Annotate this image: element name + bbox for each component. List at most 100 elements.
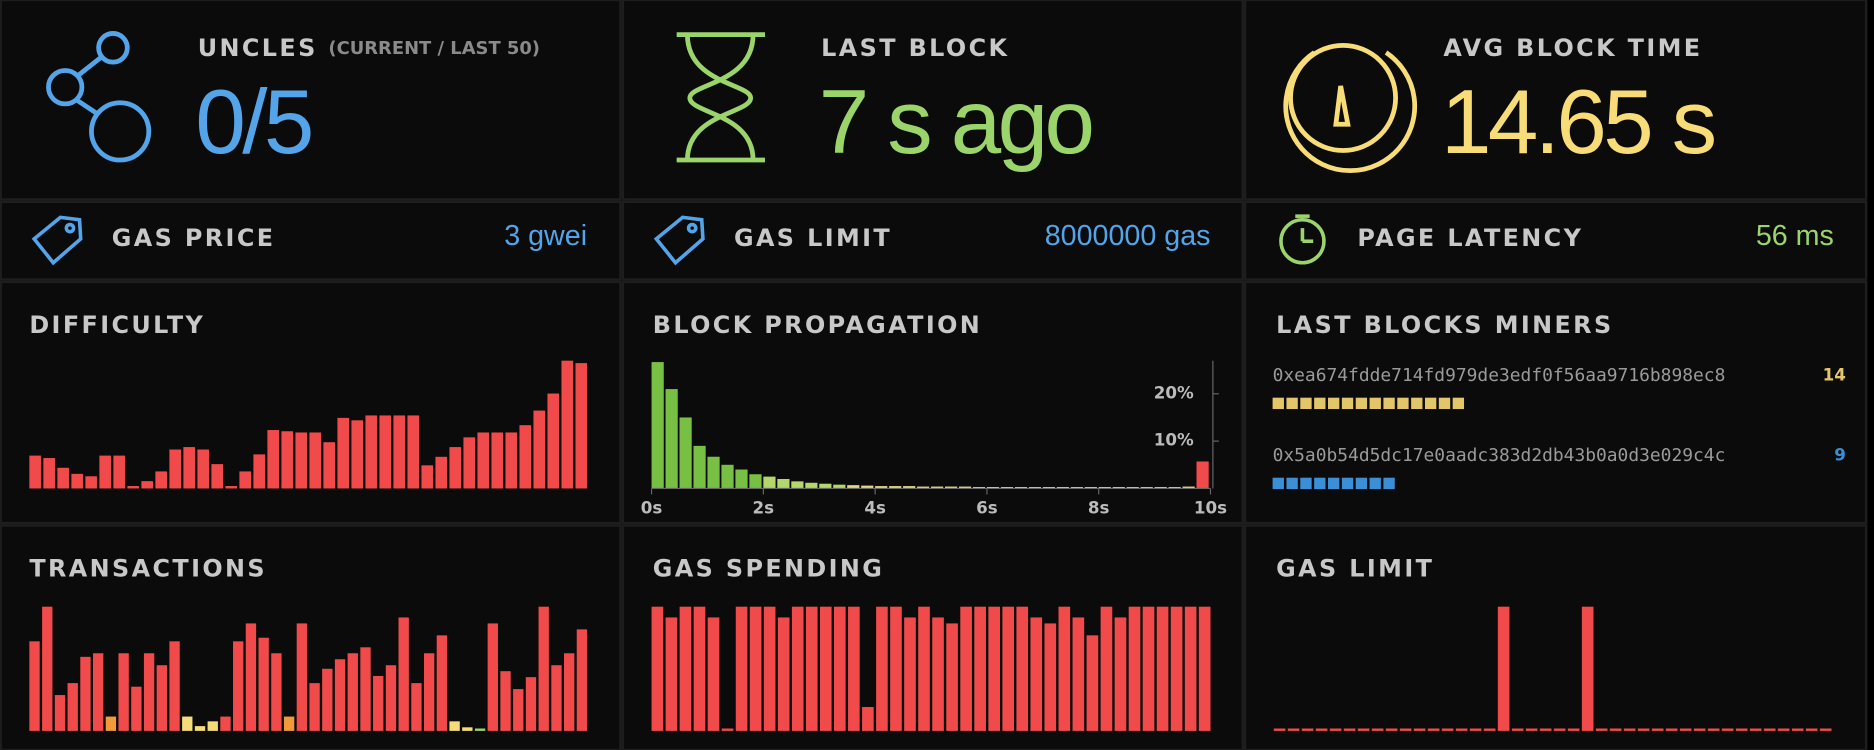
bar bbox=[1385, 728, 1398, 731]
bar bbox=[791, 606, 804, 731]
bar bbox=[1735, 728, 1748, 731]
bar bbox=[693, 606, 706, 731]
histogram-bar bbox=[665, 389, 678, 489]
bar bbox=[1371, 728, 1384, 731]
bar bbox=[281, 431, 294, 489]
bar bbox=[211, 464, 224, 489]
small-stat-value: 3 gwei bbox=[504, 220, 587, 252]
bar bbox=[296, 623, 308, 731]
bar bbox=[182, 716, 193, 731]
bar bbox=[707, 617, 720, 731]
uncles-icon bbox=[46, 31, 152, 163]
bar bbox=[1497, 606, 1510, 731]
bar bbox=[1749, 728, 1762, 731]
histogram-bar bbox=[819, 483, 832, 489]
bar bbox=[576, 629, 588, 731]
miner-block bbox=[1411, 397, 1423, 410]
bar bbox=[946, 623, 958, 731]
miner-block bbox=[1300, 477, 1312, 490]
bar bbox=[1044, 623, 1057, 731]
bar bbox=[805, 606, 818, 731]
histogram-bar bbox=[763, 476, 776, 489]
bar bbox=[225, 486, 238, 489]
bar bbox=[1086, 635, 1099, 731]
bar bbox=[1721, 728, 1734, 731]
bar bbox=[819, 606, 832, 731]
bar bbox=[1016, 606, 1029, 731]
histogram-bar bbox=[1000, 487, 1014, 489]
bar bbox=[194, 726, 206, 731]
miner-blocks bbox=[1272, 397, 1465, 410]
miner-block bbox=[1272, 477, 1284, 490]
histogram-bar bbox=[1042, 487, 1055, 489]
bar bbox=[1679, 728, 1692, 731]
bar bbox=[71, 473, 83, 489]
bar bbox=[54, 695, 66, 731]
bar bbox=[463, 437, 476, 489]
miner-block bbox=[1314, 397, 1326, 410]
histogram-bar bbox=[917, 486, 930, 489]
bar bbox=[890, 606, 902, 731]
bar bbox=[233, 641, 244, 731]
histogram-bar bbox=[1154, 487, 1167, 489]
bar bbox=[29, 455, 41, 489]
miner-block bbox=[1328, 477, 1340, 490]
bar bbox=[519, 425, 532, 489]
miner-block bbox=[1369, 477, 1381, 490]
bar bbox=[1002, 606, 1015, 731]
bar bbox=[1525, 728, 1538, 731]
bar bbox=[477, 432, 490, 489]
miner-block bbox=[1383, 397, 1395, 410]
miner-blocks bbox=[1272, 477, 1395, 490]
chart-title: GAS LIMIT bbox=[1276, 555, 1434, 583]
small-stat-value: 56 ms bbox=[1756, 220, 1834, 252]
bar bbox=[267, 430, 280, 489]
bar bbox=[141, 481, 153, 489]
small-stat-value: 8000000 gas bbox=[1045, 220, 1211, 252]
stat-title: UNCLES bbox=[198, 34, 318, 62]
histogram-bar bbox=[875, 486, 888, 489]
bar bbox=[1539, 728, 1552, 731]
bar bbox=[1651, 728, 1664, 731]
bar bbox=[1567, 728, 1580, 731]
bar bbox=[1707, 728, 1720, 731]
histogram-bar bbox=[861, 485, 874, 489]
bar bbox=[347, 653, 358, 731]
bar bbox=[220, 716, 231, 731]
miner-block bbox=[1328, 397, 1340, 410]
bar bbox=[42, 606, 53, 731]
bar bbox=[1030, 617, 1043, 731]
bar bbox=[99, 455, 111, 489]
bar bbox=[411, 683, 422, 731]
bar bbox=[862, 707, 874, 731]
bar bbox=[283, 716, 295, 731]
histogram-bar bbox=[1070, 487, 1083, 489]
histogram-bar bbox=[1196, 461, 1209, 489]
bar bbox=[337, 417, 350, 489]
bar bbox=[271, 653, 282, 731]
histogram-bar bbox=[1028, 487, 1042, 489]
bar bbox=[1273, 728, 1286, 731]
miner-block bbox=[1286, 397, 1298, 410]
bar bbox=[127, 486, 139, 489]
bar bbox=[1469, 728, 1482, 731]
bar bbox=[1791, 728, 1804, 731]
bar bbox=[735, 606, 748, 731]
histogram-bar bbox=[679, 417, 692, 489]
bar bbox=[505, 432, 518, 489]
bar bbox=[105, 716, 117, 731]
histogram-bar bbox=[1084, 487, 1097, 489]
miner-count: 14 bbox=[1823, 365, 1846, 385]
histogram-bar bbox=[1112, 487, 1125, 489]
miner-block bbox=[1341, 397, 1354, 410]
bar bbox=[131, 686, 142, 731]
histogram-bar bbox=[707, 456, 720, 489]
bar bbox=[118, 653, 129, 731]
bar bbox=[295, 432, 308, 489]
bar bbox=[373, 675, 384, 731]
histogram-bar bbox=[972, 487, 986, 489]
bar bbox=[525, 677, 537, 731]
miner-block bbox=[1438, 397, 1451, 410]
y-tick-label: 10% bbox=[1154, 430, 1194, 450]
bar bbox=[1777, 728, 1790, 731]
